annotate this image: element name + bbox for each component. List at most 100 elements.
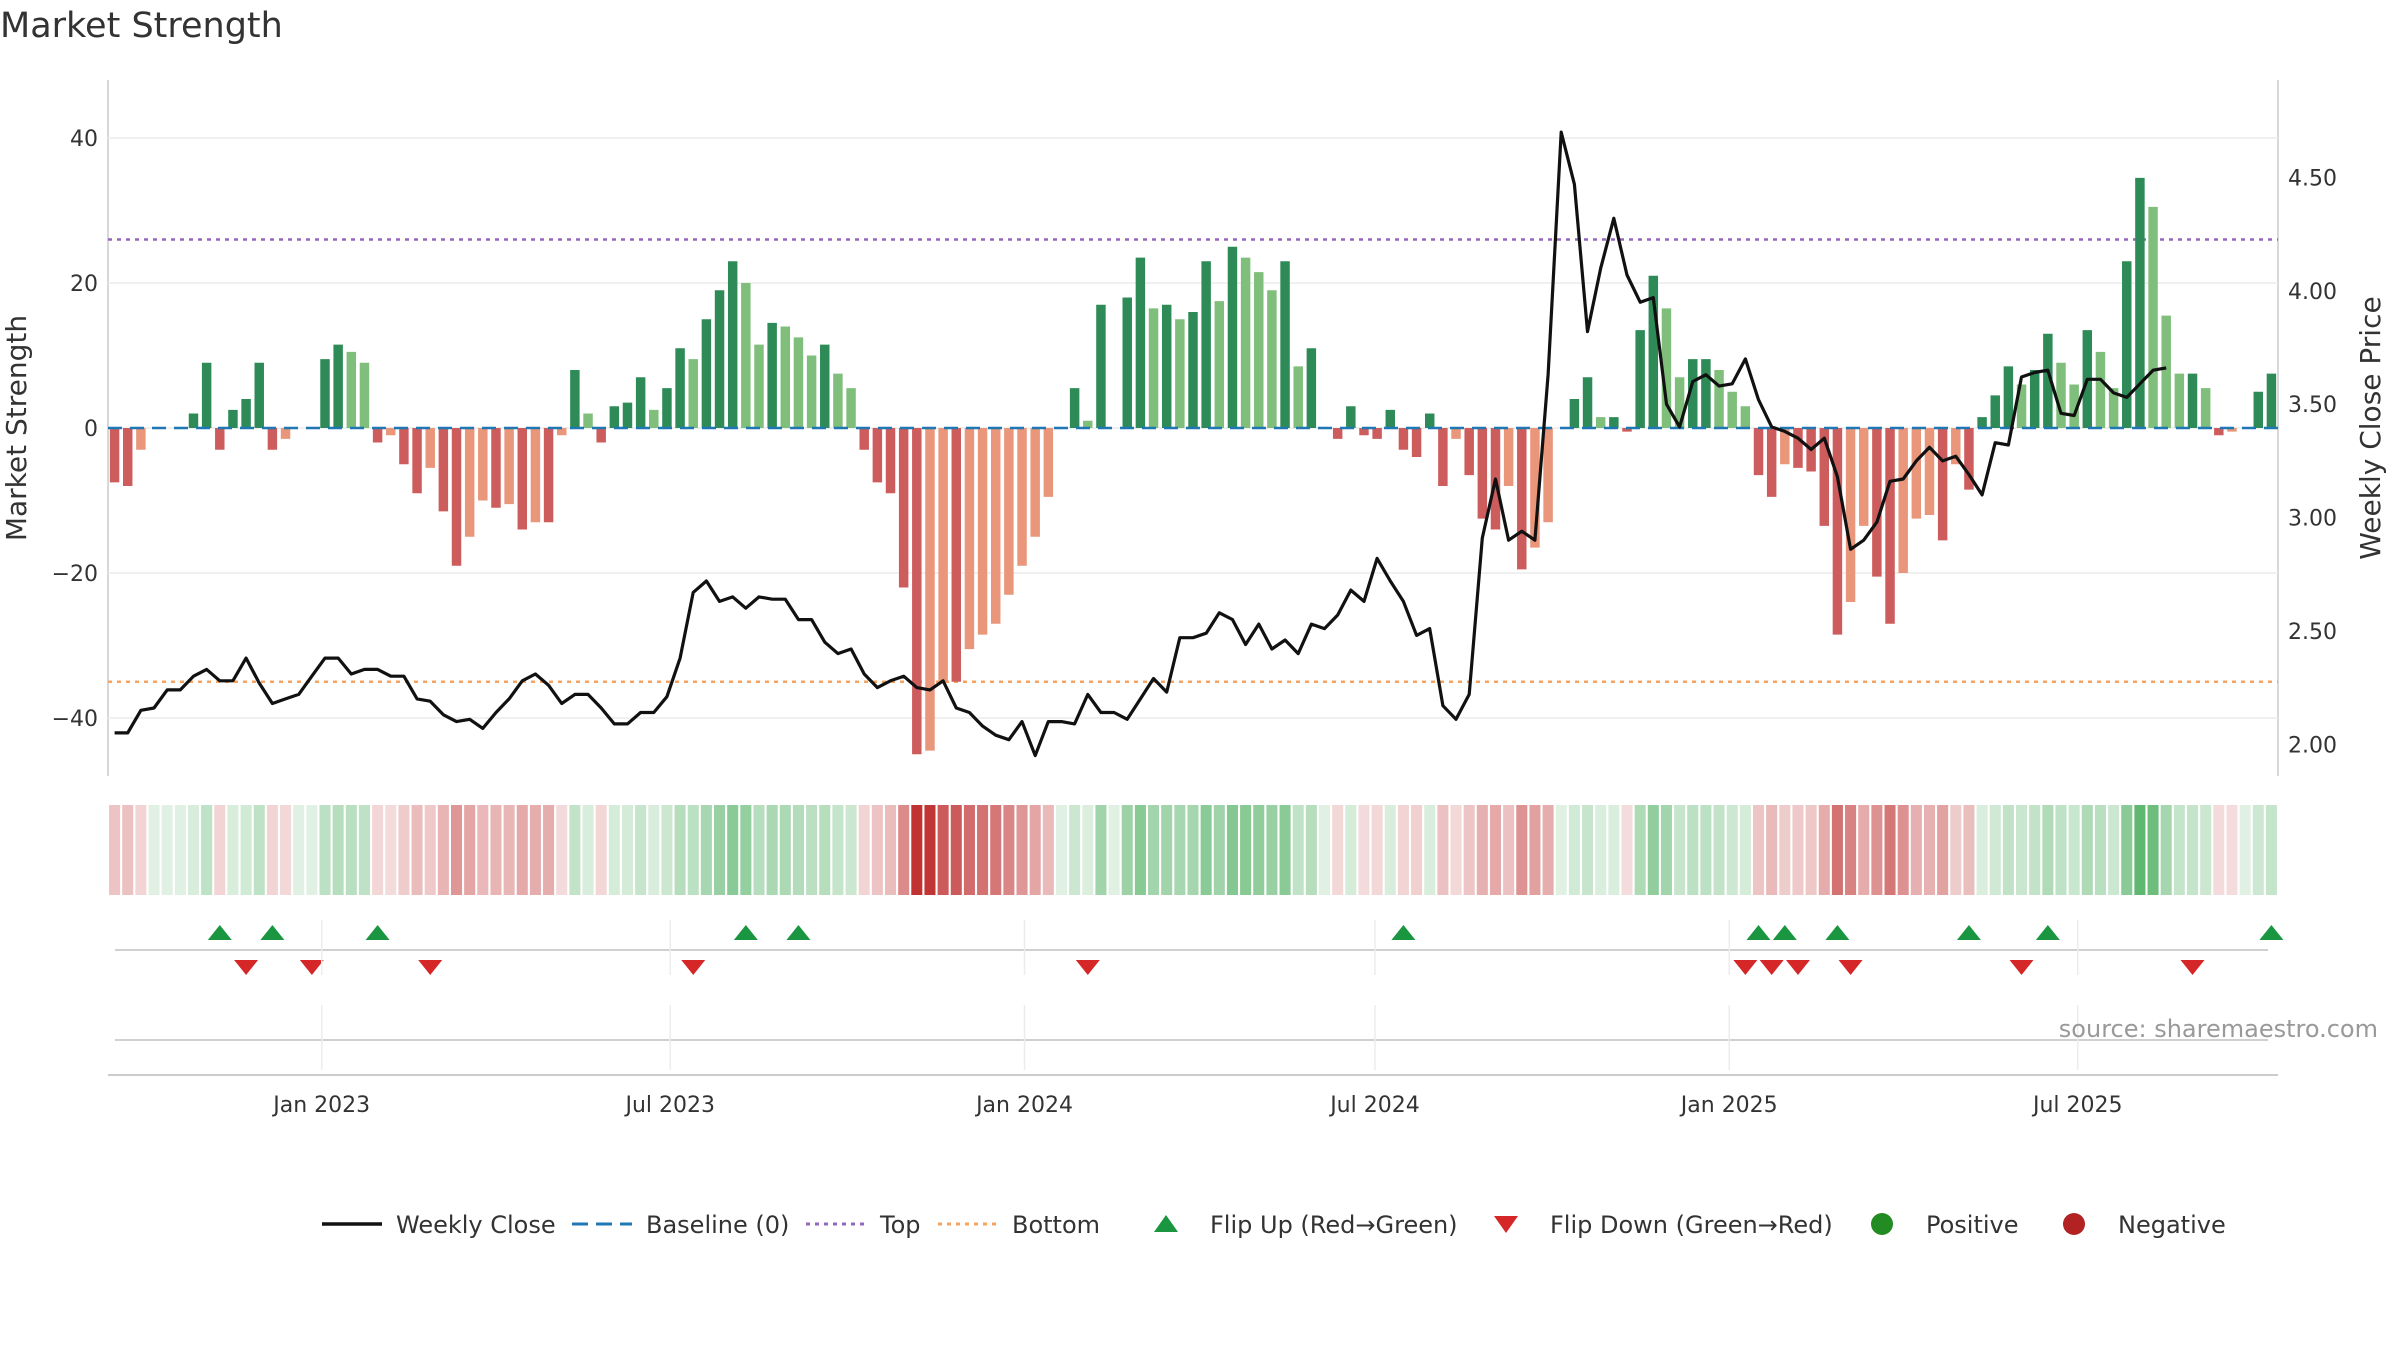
flip-up-marker xyxy=(2259,925,2284,940)
heat-strip-cell xyxy=(1134,805,1146,895)
x-tick-label: Jul 2023 xyxy=(623,1093,715,1118)
heat-strip-cell xyxy=(266,805,278,895)
heat-strip-cell xyxy=(1503,805,1515,895)
heat-strip-cell xyxy=(1608,805,1620,895)
flip-down-marker xyxy=(1759,960,1784,975)
heat-strip-cell xyxy=(792,805,804,895)
strength-bar xyxy=(1122,297,1132,428)
heat-strip-cell xyxy=(950,805,962,895)
strength-bar xyxy=(1819,428,1830,526)
flip-down-marker xyxy=(299,960,324,975)
heat-strip-cell xyxy=(1003,805,1015,895)
strength-bar xyxy=(1951,428,1961,465)
heat-strip-cell xyxy=(714,805,726,895)
heat-strip-cell xyxy=(1976,805,1988,895)
heat-strip-cell xyxy=(1779,805,1791,895)
heat-strip-cell xyxy=(766,805,778,895)
heat-strip-cell xyxy=(1082,805,1094,895)
heat-strip-cell xyxy=(543,805,555,895)
y-tick-label: −40 xyxy=(52,707,98,732)
heat-strip-cell xyxy=(674,805,686,895)
flip-down-marker xyxy=(2180,960,2205,975)
strength-bar xyxy=(136,428,146,450)
flip-up-marker xyxy=(1391,925,1416,940)
strength-bar xyxy=(767,322,777,428)
strength-bar xyxy=(1793,428,1803,468)
heat-strip-cell xyxy=(201,805,213,895)
strength-bar xyxy=(1148,308,1159,428)
strength-bar xyxy=(1069,388,1080,428)
heat-strip-cell xyxy=(2016,805,2028,895)
strength-bar xyxy=(1517,428,1527,570)
legend-flip-down-green-red-label: Flip Down (Green→Red) xyxy=(1550,1211,1833,1239)
heat-strip-cell xyxy=(687,805,699,895)
strength-bar xyxy=(1004,428,1014,595)
strength-bar xyxy=(2174,373,2185,428)
flip-up-marker xyxy=(1956,925,1981,940)
heat-strip-cell xyxy=(332,805,344,895)
heat-strip-cell xyxy=(187,805,200,895)
strength-bar xyxy=(1898,428,1908,573)
heat-strip-cell xyxy=(1752,805,1765,895)
heat-strip-cell xyxy=(1937,805,1949,895)
strength-bar xyxy=(1293,366,1303,428)
strength-bar xyxy=(2069,384,2079,428)
strength-bar xyxy=(215,428,225,450)
strength-bar xyxy=(1477,428,1488,519)
strength-bar xyxy=(570,370,580,428)
heat-strip-cell xyxy=(2160,805,2172,895)
heat-strip-cell xyxy=(1660,805,1672,895)
legend-bottom-label: Bottom xyxy=(1012,1211,1100,1239)
heat-strip-cell xyxy=(1529,805,1541,895)
heat-strip-cell xyxy=(1200,805,1212,895)
strength-bar xyxy=(464,428,475,537)
strength-bar xyxy=(1240,257,1251,428)
strength-bar xyxy=(478,428,488,501)
heat-strip-cell xyxy=(635,805,647,895)
heat-strip-cell xyxy=(227,805,239,895)
strength-bar xyxy=(2135,177,2145,428)
strength-bar xyxy=(451,428,462,566)
strength-bar xyxy=(964,428,975,650)
legend-triangle-up-icon xyxy=(1154,1215,1178,1232)
heat-strip-cell xyxy=(1950,805,1962,895)
strength-bar xyxy=(1359,428,1369,436)
strength-bar xyxy=(254,362,264,428)
strength-bar xyxy=(188,413,199,428)
heat-strip-cell xyxy=(806,805,818,895)
flip-up-marker xyxy=(786,925,811,940)
strength-bar xyxy=(714,290,725,428)
flip-down-marker xyxy=(234,960,259,975)
strength-bar xyxy=(1766,428,1777,497)
heat-strip-cell xyxy=(1240,805,1252,895)
legend-negative-label: Negative xyxy=(2118,1211,2226,1239)
x-tick-label: Jul 2024 xyxy=(1328,1093,1420,1118)
heat-strip-cell xyxy=(1621,805,1633,895)
strength-bar xyxy=(2095,351,2106,428)
strength-bar xyxy=(359,362,370,428)
strength-bar xyxy=(1937,428,1948,541)
heat-strip-cell xyxy=(2147,805,2159,895)
y2-tick-label: 4.50 xyxy=(2288,166,2337,191)
strength-bar xyxy=(1977,417,1987,428)
heat-strip-cell xyxy=(2121,805,2133,895)
strength-bar xyxy=(1740,406,1751,428)
heat-strip-cell xyxy=(1700,805,1712,895)
heat-strip-cell xyxy=(884,805,897,895)
strength-bar xyxy=(267,428,278,450)
heat-strip-cell xyxy=(516,805,528,895)
strength-bar xyxy=(1858,428,1869,526)
strength-bar xyxy=(1332,428,1343,439)
strength-bar xyxy=(1609,417,1619,428)
strength-bar xyxy=(333,344,343,428)
heat-strip-cell xyxy=(122,805,134,895)
strength-bar xyxy=(1135,257,1146,428)
heat-strip-cell xyxy=(569,805,581,895)
heat-strip-cell xyxy=(1687,805,1699,895)
strength-bar xyxy=(622,402,633,428)
heat-strip-cell xyxy=(109,805,121,895)
strength-bar xyxy=(1635,330,1645,428)
heat-strip-cell xyxy=(582,805,594,895)
y2-tick-label: 3.00 xyxy=(2288,507,2337,532)
